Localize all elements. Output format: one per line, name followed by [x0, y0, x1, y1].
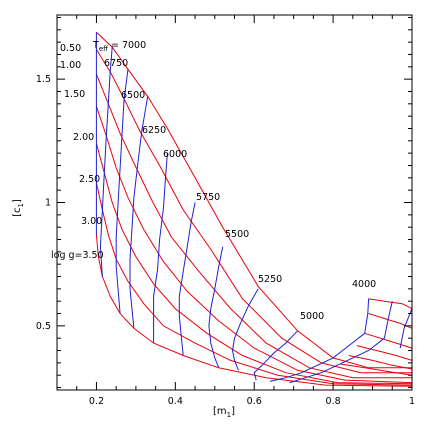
- logg-label-2-00: 2.00: [73, 132, 94, 143]
- x-axis-label: [m1]: [213, 406, 235, 419]
- teff-curve-9: [364, 298, 370, 334]
- teff-label-5750: 5750: [196, 192, 220, 203]
- teff-label-4000: 4000: [352, 279, 376, 290]
- teff-label-6750: 6750: [104, 58, 128, 69]
- teff-curve-12: [269, 332, 366, 382]
- teff-curve-2: [115, 69, 129, 314]
- logg-label-0-50: 0.50: [60, 43, 81, 54]
- logg-label-1-00: 1.00: [60, 60, 81, 71]
- teff-label-6250: 6250: [142, 125, 166, 136]
- logg-label-1-50: 1.50: [64, 89, 85, 100]
- logg-curve-11: [348, 355, 413, 370]
- teff-curve-3: [129, 96, 149, 329]
- teff-curve-6: [208, 246, 224, 368]
- y-tick-label: 1: [45, 198, 51, 209]
- logg-curve-12: [340, 363, 413, 376]
- logg-curve-9: [364, 332, 413, 349]
- x-tick-label: 1: [409, 396, 415, 407]
- teff-label-6000: 6000: [163, 149, 187, 160]
- logg-label-3-50: log g=3.50: [51, 250, 104, 261]
- logg-curve-7: [368, 298, 413, 310]
- y-tick-label: 0.5: [36, 321, 51, 332]
- axis-ticks: 0.2 0.4 0.6 0.8 1 0.5 1 1.5: [36, 15, 415, 407]
- teff-title: Teff = 7000: [92, 40, 146, 53]
- logg-label-3-00: 3.00: [81, 216, 102, 227]
- y-tick-label: 1.5: [36, 74, 51, 85]
- teff-label-6500: 6500: [121, 90, 145, 101]
- teff-label-5000: 5000: [300, 311, 324, 322]
- logg-curve-1: [95, 49, 412, 374]
- teff-curve-5: [178, 202, 196, 356]
- logg-curve-4: [95, 143, 413, 385]
- logg-label-2-50: 2.50: [79, 174, 100, 185]
- teff-curve-7: [231, 288, 259, 371]
- teff-curve-1: [99, 47, 113, 277]
- teff-label-5250: 5250: [258, 274, 282, 285]
- x-tick-label: 0.2: [89, 396, 104, 407]
- x-tick-label: 0.8: [326, 396, 341, 407]
- x-tick-label: 0.6: [247, 396, 262, 407]
- x-tick-label: 0.4: [168, 396, 183, 407]
- logg-curve-0: [96, 31, 412, 369]
- logg-curve-2: [95, 74, 412, 379]
- teff-label-5500: 5500: [225, 229, 249, 240]
- logg-curve-10: [356, 345, 413, 361]
- logg-curve-3: [95, 106, 413, 384]
- teff-curve-10: [383, 301, 393, 339]
- constant-teff-curves: [95, 32, 413, 384]
- teff-curve-8: [253, 330, 298, 381]
- teff-curve-11: [399, 308, 413, 349]
- teff-curve-13: [289, 337, 385, 384]
- teff-curve-4: [153, 153, 168, 344]
- y-axis-label: [c1]: [12, 199, 25, 217]
